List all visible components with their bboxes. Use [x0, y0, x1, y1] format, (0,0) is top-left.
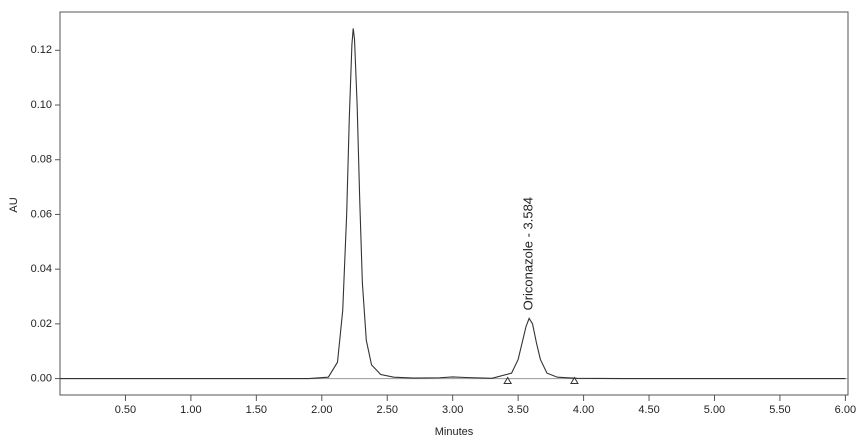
y-tick-label: 0.08: [31, 154, 52, 166]
x-tick-label: 1.50: [246, 404, 267, 416]
chromatogram-line: [60, 28, 846, 380]
x-tick-label: 2.00: [311, 404, 332, 416]
x-tick-label: 4.00: [573, 404, 594, 416]
y-tick-label: 0.02: [31, 318, 52, 330]
y-tick-label: 0.06: [31, 208, 52, 220]
x-tick-label: 1.00: [180, 404, 201, 416]
integration-mark: [503, 376, 513, 385]
y-tick-label: 0.10: [31, 99, 52, 111]
x-tick-label: 6.00: [835, 404, 856, 416]
plot-frame: [59, 11, 849, 396]
x-axis-label: Minutes: [435, 426, 474, 438]
y-axis-label: AU: [8, 197, 20, 212]
x-tick-label: 2.50: [377, 404, 398, 416]
x-tick-label: 5.00: [704, 404, 725, 416]
y-tick-label: 0.12: [31, 44, 52, 56]
peak-annotation: Oriconazole - 3.584: [521, 197, 536, 310]
y-tick-label: 0.00: [31, 372, 52, 384]
x-tick-label: 5.50: [769, 404, 790, 416]
x-tick-label: 3.00: [442, 404, 463, 416]
y-tick-label: 0.04: [31, 263, 52, 275]
integration-mark: [570, 376, 579, 385]
x-tick-label: 0.50: [115, 404, 136, 416]
x-tick-label: 3.50: [507, 404, 528, 416]
x-tick-label: 4.50: [638, 404, 659, 416]
